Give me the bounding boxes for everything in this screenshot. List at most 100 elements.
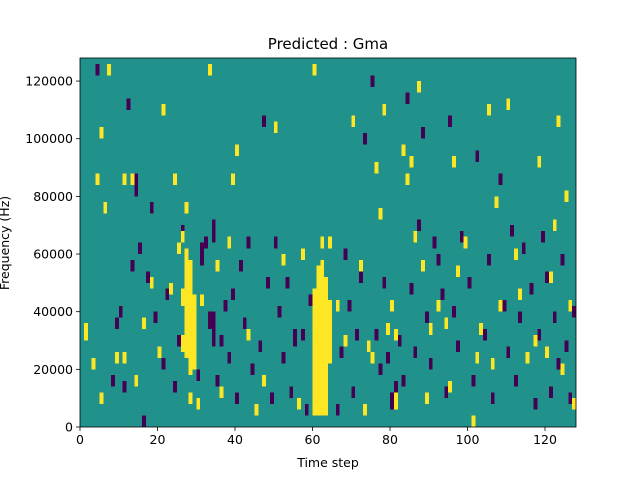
heatmap-cell-high [297, 398, 301, 410]
heatmap-cell-low [235, 392, 239, 404]
heatmap-cell-low [173, 380, 177, 393]
heatmap-cell-high [393, 328, 398, 341]
heatmap-cell-high [564, 190, 569, 203]
heatmap-cell-low [448, 115, 453, 128]
heatmap-cell-high [378, 207, 383, 220]
heatmap-cell-high [180, 288, 185, 306]
heatmap-cell-high [514, 248, 518, 260]
heatmap-cell-high [95, 173, 100, 185]
heatmap-cell-low [180, 225, 185, 237]
heatmap-cell-high [490, 357, 495, 370]
heatmap-cell-high [560, 363, 565, 376]
heatmap-cell-high [455, 265, 460, 278]
heatmap-cell-low [436, 254, 441, 266]
heatmap-cell-low [572, 305, 577, 318]
heatmap-cell-high [343, 334, 348, 347]
heatmap-cell-low [405, 92, 410, 105]
heatmap-cell-low [219, 334, 224, 347]
heatmap-cell-high [436, 300, 441, 312]
plot-area [79, 57, 577, 428]
heatmap-cell-high [99, 392, 104, 404]
x-axis: 0 20 40 60 80 100 120 [76, 427, 557, 447]
heatmap-cell-high [328, 236, 332, 249]
heatmap-cell-high [134, 375, 139, 387]
heatmap-cell-low [541, 230, 546, 243]
heatmap-cell-high [494, 196, 499, 208]
heatmap-cell-low [459, 230, 464, 243]
heatmap-cell-low [521, 242, 526, 255]
x-tick-label: 100 [456, 432, 480, 447]
heatmap-cell-low [568, 392, 573, 404]
heatmap-cell-low [161, 357, 166, 370]
heatmap-cell-low [432, 236, 437, 249]
heatmap-cell-low [455, 340, 460, 353]
heatmap-cell-low [401, 375, 406, 387]
heatmap-cell-high [300, 248, 305, 260]
heatmap-cell-high [401, 144, 406, 157]
heatmap-cell-low [370, 75, 375, 87]
heatmap-cell-low [390, 392, 394, 410]
x-axis-label: Time step [296, 455, 359, 470]
heatmap-cell-high [176, 242, 181, 255]
heatmap-cell-low [250, 363, 255, 376]
heatmap-cell-high [424, 392, 429, 404]
heatmap-cell-high [552, 219, 557, 231]
heatmap-cell-high [180, 230, 185, 243]
heatmap-cell-high [262, 375, 267, 387]
heatmap-cell-low [382, 277, 387, 289]
heatmap-cell-high [188, 259, 193, 376]
heatmap-cell-low [564, 340, 569, 353]
heatmap-cell-high [421, 259, 425, 272]
heatmap-cell-low [258, 340, 263, 353]
heatmap-cell-low [130, 259, 135, 272]
y-tick-label: 40000 [33, 304, 73, 319]
heatmap-cell-high [99, 127, 104, 139]
heatmap-cell-low [440, 288, 445, 301]
heatmap-cell-low [428, 357, 433, 370]
plot-frame [79, 57, 577, 428]
heatmap-cell-high [200, 294, 205, 306]
heatmap-cell-low [153, 311, 158, 324]
heatmap-cell-low [308, 294, 313, 306]
heatmap-cell-low [548, 386, 553, 399]
heatmap-cell-high [107, 63, 112, 76]
heatmap-cell-high [219, 386, 224, 399]
heatmap-cell-high [370, 352, 375, 364]
heatmap-cell-low [421, 127, 425, 139]
heatmap-cell-low [304, 403, 309, 416]
heatmap-cell-low [138, 242, 143, 255]
heatmap-cell-low [145, 271, 150, 283]
heatmap-cell-low [359, 271, 363, 283]
heatmap-cell-high [452, 156, 456, 168]
heatmap-cell-high [335, 300, 340, 312]
heatmap-cell-low [196, 369, 201, 381]
y-tick-label: 100000 [25, 131, 73, 146]
heatmap-cell-low [238, 259, 243, 272]
heatmap-cell-high [498, 300, 503, 312]
heatmap-cell-low [339, 346, 344, 358]
heatmap-cell-low [556, 357, 561, 370]
heatmap-cell-low [417, 219, 422, 231]
heatmap-cell-high [525, 352, 530, 364]
heatmap-cell-low [293, 328, 298, 347]
y-axis-label: Frequency (Hz) [0, 196, 12, 290]
heatmap-cell-high [114, 352, 119, 364]
heatmap-cell-high [83, 323, 88, 341]
y-tick-label: 120000 [25, 74, 73, 89]
heatmap-cell-high [180, 334, 185, 353]
y-axis: 0 20000 40000 60000 80000 100000 120000 [25, 74, 80, 435]
heatmap-cell-low [502, 300, 507, 312]
heatmap-cell-high [312, 288, 317, 416]
heatmap-cell-low [347, 300, 352, 312]
heatmap-cell-high [506, 98, 511, 110]
heatmap-cell-high [273, 121, 278, 133]
heatmap-cell-high [463, 236, 468, 249]
heatmap-cell-high [533, 334, 538, 347]
heatmap-cell-low [300, 328, 305, 341]
heatmap-cell-high [448, 380, 453, 393]
x-tick-label: 60 [305, 432, 321, 447]
heatmap-cell-high [393, 392, 398, 410]
heatmap-cell-low [471, 375, 476, 387]
heatmap-cell-low [114, 317, 119, 329]
heatmap-cell-low [95, 63, 100, 76]
